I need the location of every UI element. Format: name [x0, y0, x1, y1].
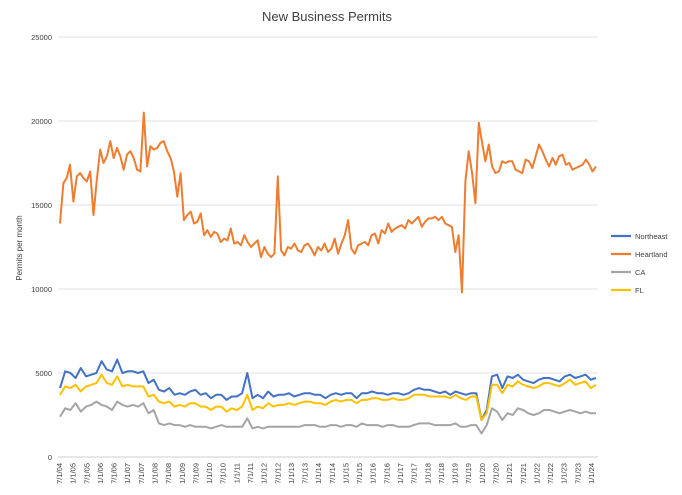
y-tick-label: 15000 — [31, 201, 52, 210]
x-tick-label: 1/1/14 — [314, 463, 323, 484]
x-tick-label: 7/1/21 — [519, 463, 528, 484]
y-tick-label: 20000 — [31, 117, 52, 126]
series-lines — [59, 111, 597, 435]
x-tick-label: 1/1/15 — [341, 463, 350, 484]
x-tick-label: 7/1/18 — [437, 463, 446, 484]
x-tick-label: 7/1/17 — [410, 463, 419, 484]
x-tick-label: 1/1/21 — [505, 463, 514, 484]
y-tick-label: 5000 — [35, 369, 52, 378]
y-tick-label: 0 — [48, 453, 52, 462]
x-tick-label: 1/1/19 — [451, 463, 460, 484]
y-tick-labels: 0 5000 10000 15000 20000 25000 — [31, 33, 52, 462]
x-tick-label: 7/1/07 — [137, 463, 146, 484]
x-tick-label: 7/1/22 — [546, 463, 555, 484]
y-axis-label: Permits per month — [15, 215, 24, 280]
x-tick-label: 1/1/10 — [205, 463, 214, 484]
x-tick-label: 1/1/13 — [287, 463, 296, 484]
x-tick-label: 7/1/14 — [328, 463, 337, 484]
x-tick-label: 1/1/08 — [150, 463, 159, 484]
x-tick-label: 1/1/05 — [69, 463, 78, 484]
x-tick-label: 1/1/17 — [396, 463, 405, 484]
x-tick-label: 7/1/11 — [246, 463, 255, 483]
x-tick-label: 1/1/20 — [478, 463, 487, 484]
x-tick-label: 7/1/10 — [219, 463, 228, 484]
chart-title: New Business Permits — [262, 9, 393, 24]
legend-label-ca: CA — [635, 268, 645, 277]
x-tick-label: 1/1/18 — [423, 463, 432, 484]
x-tick-label: 1/1/23 — [560, 463, 569, 484]
x-tick-label: 7/1/06 — [110, 463, 119, 484]
x-tick-label: 7/1/08 — [164, 463, 173, 484]
x-tick-label: 7/1/09 — [191, 463, 200, 484]
legend-label-northeast: Northeast — [635, 232, 668, 241]
x-tick-label: 7/1/16 — [382, 463, 391, 484]
series-line-fl — [59, 373, 597, 421]
x-tick-label: 7/1/12 — [273, 463, 282, 484]
y-tick-label: 10000 — [31, 285, 52, 294]
x-tick-label: 1/1/07 — [123, 463, 132, 484]
y-tick-label: 25000 — [31, 33, 52, 42]
x-tick-label: 1/1/24 — [587, 463, 596, 484]
x-tick-label: 7/1/23 — [573, 463, 582, 484]
gridlines — [58, 36, 598, 458]
x-tick-label: 7/1/05 — [82, 463, 91, 484]
x-tick-label: 1/1/22 — [532, 463, 541, 484]
x-tick-label: 7/1/13 — [301, 463, 310, 484]
legend-label-fl: FL — [635, 286, 644, 295]
x-tick-label: 1/1/12 — [260, 463, 269, 484]
legend: Northeast Heartland CA FL — [611, 232, 668, 295]
series-line-ca — [59, 400, 596, 435]
series-line-northeast — [59, 358, 597, 421]
x-tick-label: 7/1/04 — [55, 463, 64, 484]
legend-label-heartland: Heartland — [635, 250, 668, 259]
x-tick-label: 1/1/16 — [369, 463, 378, 484]
series-line-heartland — [59, 111, 597, 294]
x-tick-label: 7/1/20 — [492, 463, 501, 484]
x-tick-label: 7/1/15 — [355, 463, 364, 484]
x-tick-label: 7/1/19 — [464, 463, 473, 484]
x-tick-labels: 7/1/04 1/1/05 7/1/05 1/1/06 7/1/06 1/1/07 7/1/… — [55, 463, 596, 484]
x-tick-label: 1/1/11 — [232, 463, 241, 483]
x-tick-label: 1/1/06 — [96, 463, 105, 484]
x-tick-label: 1/1/09 — [178, 463, 187, 484]
